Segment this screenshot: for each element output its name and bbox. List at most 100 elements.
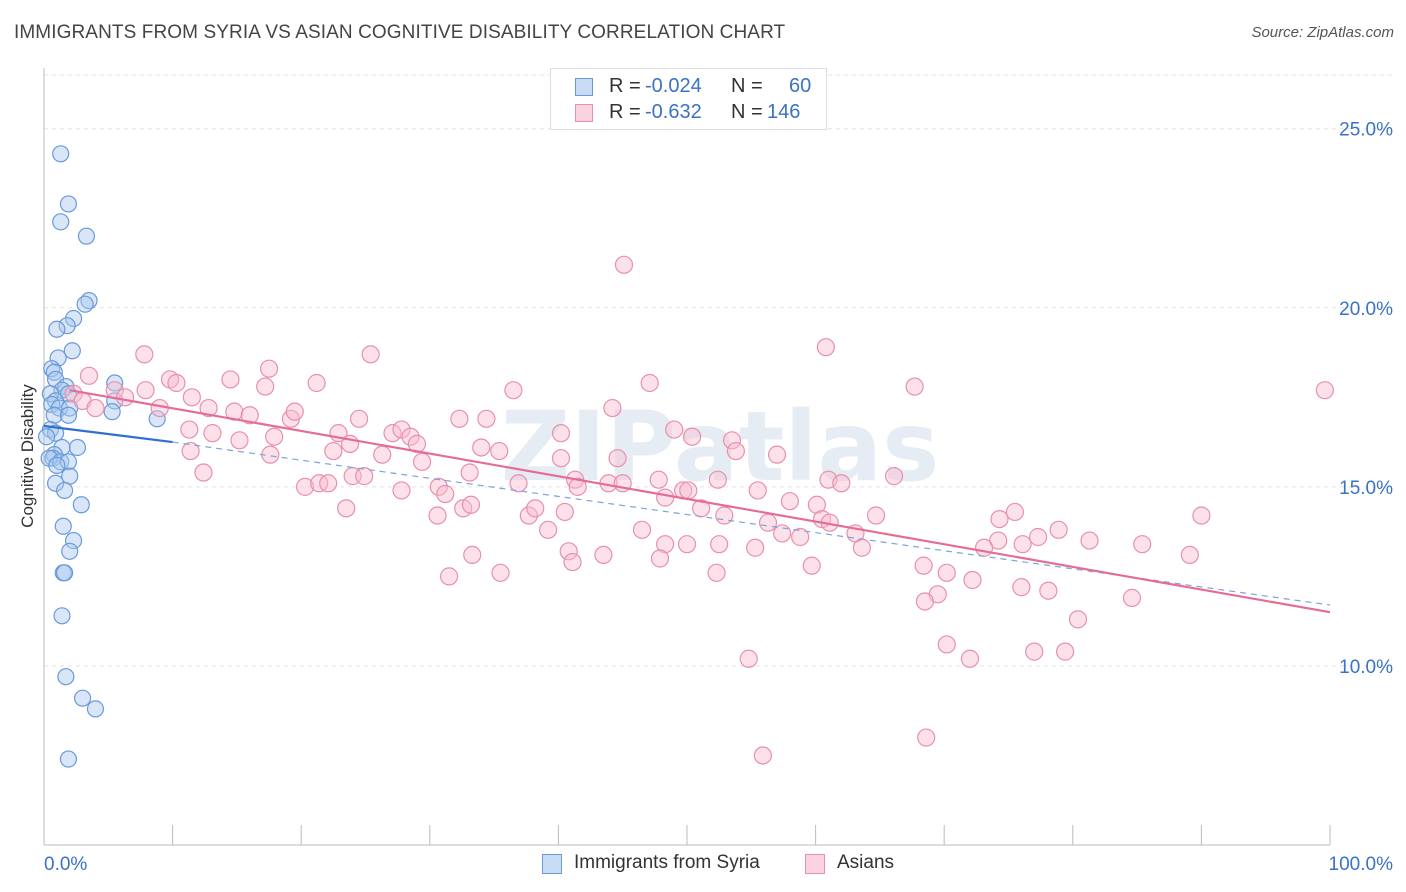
asians-point (472, 438, 491, 457)
asians-point (256, 377, 275, 396)
asians-point (665, 420, 684, 439)
asians-point (1180, 545, 1199, 565)
bottom-legend-label-asians: Asians (837, 852, 895, 873)
asians-point (135, 345, 154, 364)
asians-point (373, 445, 392, 464)
asians-point (461, 495, 481, 514)
legend-n-value-syria: 60 (789, 75, 812, 97)
asians-point (884, 467, 904, 486)
asians-point (355, 467, 374, 486)
asians-point (937, 635, 956, 654)
legend-r-value-asians: -0.632 (645, 101, 702, 123)
asians-point (683, 427, 702, 446)
bottom-legend-label-syria: Immigrants from Syria (574, 852, 760, 873)
asians-point (1055, 642, 1075, 661)
asians-point (181, 441, 200, 461)
asians-point (319, 474, 338, 493)
asians-point (509, 474, 528, 493)
asians-point (412, 452, 432, 471)
asians-point (614, 255, 634, 274)
asians-point (1049, 520, 1068, 539)
asians-point (640, 373, 659, 393)
asians-point (816, 338, 835, 357)
asians-point (203, 424, 222, 443)
asians-point (439, 567, 459, 586)
asians-point (361, 345, 380, 364)
asians-point (963, 570, 982, 590)
asians-point (746, 538, 765, 557)
asians-point (167, 373, 186, 393)
asians-point (1080, 531, 1099, 550)
asians-point (526, 499, 545, 518)
x-tick-label: 0.0% (44, 854, 87, 875)
asians-point (563, 552, 582, 572)
asians-point (852, 538, 871, 557)
syria-point (45, 363, 63, 381)
asians-trend-line (69, 389, 1331, 614)
bottom-legend-swatch-syria (542, 854, 562, 874)
syria-point (64, 309, 83, 328)
asians-point (937, 563, 956, 582)
asians-point (1005, 502, 1025, 522)
source-label: Source: ZipAtlas.com (1251, 24, 1394, 41)
correlation-legend: R = -0.024 N = 60 R = -0.632 N = 146 (550, 68, 827, 130)
asians-point (337, 499, 356, 518)
asians-point (914, 556, 933, 575)
syria-point (46, 474, 65, 492)
syria-point (59, 195, 78, 213)
syria-point (49, 349, 67, 367)
asians-point (650, 549, 670, 568)
syria-point (59, 406, 78, 424)
syria-point (55, 481, 74, 500)
asians-point (194, 463, 213, 482)
legend-n-label: N = (731, 101, 763, 123)
y-tick-label: 10.0% (1339, 657, 1393, 678)
asians-point (285, 402, 304, 421)
asians-point (632, 520, 652, 539)
asians-point (559, 542, 578, 561)
legend-n-label: N = (731, 75, 763, 97)
asians-point (715, 506, 734, 525)
asians-point (1028, 527, 1048, 547)
syria-point (48, 456, 66, 474)
asians-point (64, 384, 83, 403)
asians-point (773, 524, 792, 543)
syria-point (77, 227, 96, 245)
asians-point (594, 545, 613, 565)
asians-point (726, 441, 745, 461)
asians-point (832, 474, 851, 493)
asians-point (392, 420, 411, 439)
asians-point (656, 488, 675, 507)
asians-point (265, 427, 284, 446)
asians-point (136, 381, 155, 400)
asians-point (802, 556, 821, 575)
asians-point (504, 381, 523, 400)
legend-swatch-syria (575, 78, 593, 96)
asians-point (436, 484, 455, 504)
asians-point (221, 370, 240, 389)
asians-point (974, 538, 994, 557)
asians-point (960, 649, 980, 668)
syria-point (86, 700, 105, 718)
asians-point (1315, 381, 1334, 400)
asians-point (86, 398, 105, 418)
syria-point (46, 424, 65, 442)
asians-point (568, 477, 587, 496)
asians-point (767, 445, 787, 464)
syria-point (54, 517, 72, 535)
asians-point (551, 424, 571, 443)
asians-point (1013, 535, 1032, 554)
syria-trend-dashed (172, 441, 1331, 606)
y-tick-label: 15.0% (1339, 478, 1393, 499)
asians-point (791, 527, 810, 547)
asians-point (555, 502, 574, 522)
asians-point (259, 359, 279, 378)
asians-point (1068, 610, 1088, 629)
syria-point (73, 689, 92, 707)
syria-point (76, 295, 94, 313)
asians-point (753, 746, 772, 765)
asians-point (539, 520, 558, 539)
asians-point (463, 545, 482, 565)
legend-r-label: R = (609, 101, 641, 123)
syria-point (63, 342, 81, 360)
